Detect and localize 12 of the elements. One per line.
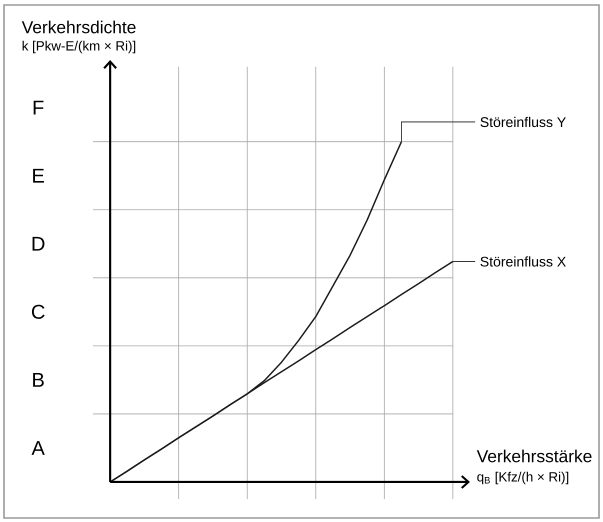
text: A — [32, 441, 45, 455]
text: B — [33, 373, 44, 387]
text: F — [34, 100, 44, 115]
text: k [Pkw-E/(km × Ri)] — [22, 40, 136, 54]
legend-label: Störeinfluss X — [480, 256, 566, 267]
x-axis-title: Verkehrsstärke — [476, 450, 592, 462]
text: D — [32, 236, 44, 251]
text: Störeinfluss Y — [480, 116, 566, 128]
text: C — [32, 304, 45, 319]
text: q$_{B}$ [Kfz/(h × Ri)] — [477, 472, 568, 484]
text: E — [33, 168, 44, 183]
text: Verkehrsdichte — [22, 20, 136, 34]
